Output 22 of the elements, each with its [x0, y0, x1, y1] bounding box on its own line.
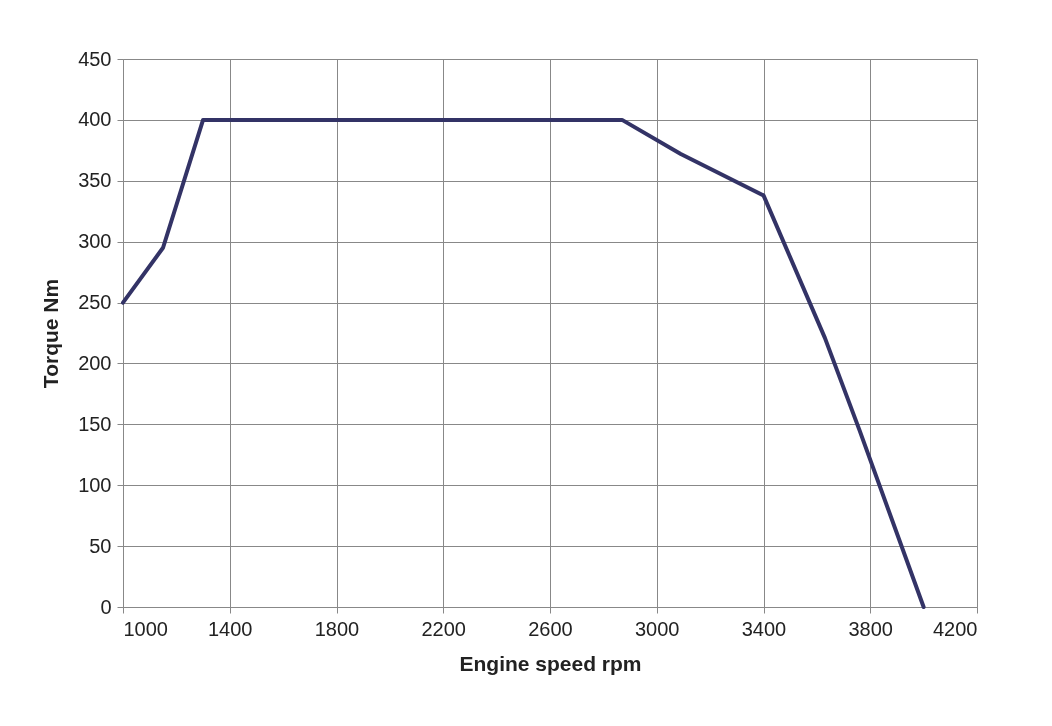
y-tick-label: 350: [78, 169, 112, 192]
x-axis-title: Engine speed rpm: [459, 651, 642, 675]
x-tick-label: 1400: [208, 617, 253, 640]
y-tick-label: 300: [78, 230, 112, 253]
x-tick-label: 1800: [314, 617, 360, 640]
x-tick-label: 3800: [848, 617, 893, 640]
y-axis-title: Torque Nm: [39, 278, 63, 389]
y-tick-label: 50: [89, 534, 112, 557]
line-series: [121, 117, 926, 609]
x-tick-label: 2200: [421, 617, 466, 640]
y-tick-label: 450: [78, 47, 112, 70]
x-tick-label: 1000: [123, 617, 168, 640]
y-tick-label: 100: [78, 473, 112, 496]
y-tick-label: 200: [78, 351, 112, 374]
y-tick-label: 400: [78, 108, 112, 131]
x-tick-label: 2600: [528, 617, 573, 640]
x-tick-label: 4200: [933, 617, 978, 640]
y-tick-label: 150: [78, 412, 112, 435]
y-tick-label: 0: [100, 595, 112, 618]
y-tick-label: 250: [78, 291, 112, 314]
x-tick-label: 3400: [741, 617, 787, 640]
x-tick-label: 3000: [635, 617, 680, 640]
